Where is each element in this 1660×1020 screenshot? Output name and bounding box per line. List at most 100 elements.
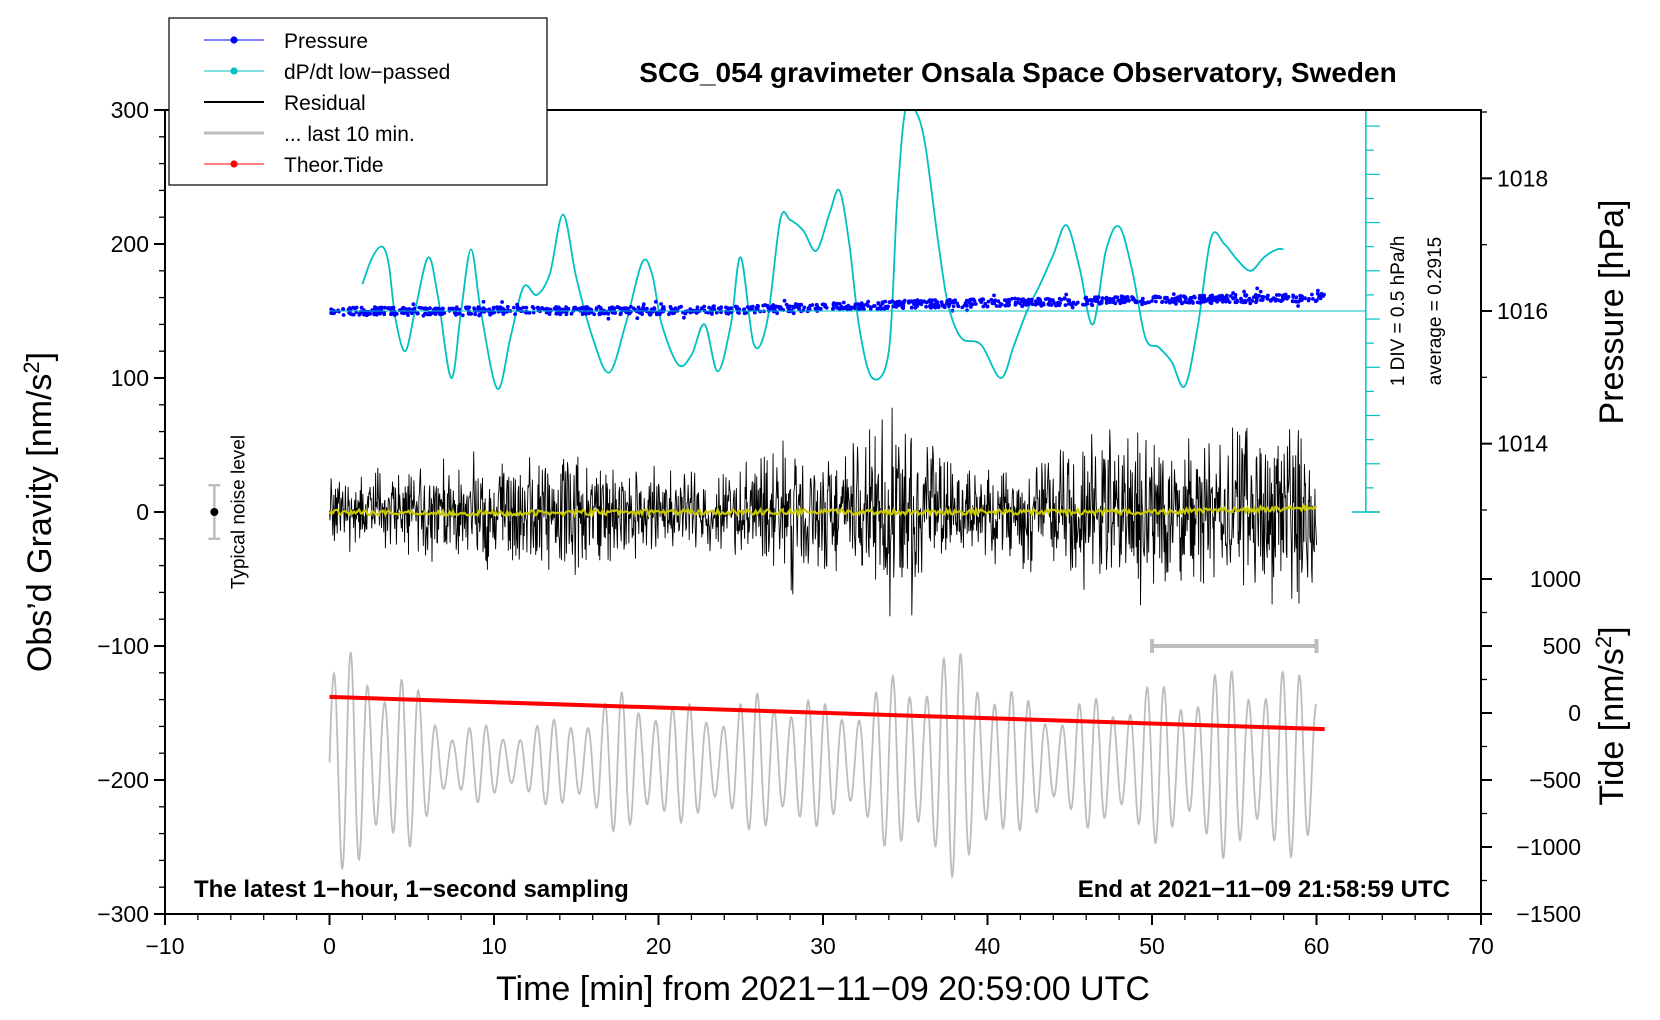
pressure-point bbox=[540, 306, 544, 310]
pressure-point bbox=[626, 306, 630, 311]
pressure-point bbox=[912, 299, 917, 303]
legend-residual-label: Residual bbox=[284, 92, 366, 115]
tide-tick-label: 0 bbox=[1568, 700, 1581, 726]
y-tick-label: −300 bbox=[97, 901, 149, 927]
pressure-point bbox=[1306, 298, 1311, 303]
pressure-point bbox=[714, 310, 719, 315]
pressure-point bbox=[351, 305, 356, 310]
pressure-point bbox=[985, 304, 990, 309]
pressure-point bbox=[872, 304, 877, 308]
pressure-point bbox=[1033, 299, 1038, 304]
x-tick-label: 40 bbox=[975, 933, 1001, 959]
pressure-point bbox=[1235, 298, 1240, 303]
pressure-point bbox=[1125, 295, 1130, 299]
pressure-point bbox=[1160, 300, 1164, 304]
pressure-point bbox=[996, 299, 1001, 304]
legend-tide-label: Theor.Tide bbox=[284, 154, 384, 177]
pressure-point bbox=[733, 304, 738, 309]
pressure-point bbox=[1239, 300, 1244, 304]
x-axis: −10 0 10 20 30 40 50 60 70 bbox=[145, 914, 1494, 959]
pressure-point bbox=[1260, 295, 1265, 299]
pressure-point bbox=[677, 305, 682, 310]
pressure-point bbox=[1171, 292, 1176, 296]
pressure-point bbox=[1013, 296, 1017, 301]
pressure-point bbox=[712, 304, 716, 309]
y-axis-left: −300 −200 −100 0 100 200 300 bbox=[97, 97, 165, 927]
tide-tick-label: −1500 bbox=[1516, 901, 1581, 927]
pressure-point bbox=[505, 305, 510, 309]
pressure-point bbox=[544, 310, 549, 315]
pressure-point bbox=[799, 302, 804, 307]
pressure-point bbox=[947, 304, 951, 308]
pressure-point bbox=[1258, 289, 1263, 294]
last10-bar bbox=[1150, 639, 1319, 653]
pressure-point bbox=[791, 311, 796, 316]
noise-bar: Typical noise level bbox=[208, 435, 249, 589]
x-tick-label: 50 bbox=[1139, 933, 1165, 959]
pressure-point bbox=[564, 312, 569, 317]
pressure-point bbox=[1227, 300, 1232, 304]
pressure-point bbox=[880, 300, 885, 305]
pressure-point bbox=[500, 300, 504, 304]
pressure-point bbox=[1255, 286, 1260, 291]
pressure-point bbox=[635, 316, 640, 321]
pressure-point bbox=[917, 301, 921, 306]
x-tick-label: −10 bbox=[145, 933, 184, 959]
pressure-point bbox=[909, 305, 914, 310]
pressure-point bbox=[935, 300, 940, 304]
pressure-point bbox=[972, 299, 977, 303]
pressure-point bbox=[981, 304, 986, 309]
legend-dpdt-marker bbox=[230, 67, 238, 75]
pressure-point bbox=[843, 306, 848, 310]
pressure-point bbox=[831, 301, 836, 306]
pressure-point bbox=[417, 305, 422, 310]
pressure-point bbox=[1120, 300, 1124, 304]
pressure-point bbox=[469, 311, 474, 316]
pressure-point bbox=[950, 300, 954, 305]
pressure-point bbox=[1140, 296, 1145, 301]
legend: Pressure dP/dt low−passed Residual ... l… bbox=[168, 17, 548, 186]
legend-tide-marker bbox=[230, 160, 238, 168]
pressure-point bbox=[1188, 299, 1193, 303]
pressure-point bbox=[411, 302, 416, 307]
pressure-point bbox=[745, 305, 750, 309]
pressure-point bbox=[421, 313, 426, 318]
pressure-point bbox=[560, 307, 565, 312]
pressure-point bbox=[1016, 297, 1021, 301]
pressure-point bbox=[627, 311, 631, 316]
y-tick-label: 300 bbox=[111, 97, 149, 123]
pressure-point bbox=[521, 305, 526, 310]
pressure-point bbox=[1224, 299, 1228, 304]
x-tick-label: 20 bbox=[646, 933, 672, 959]
pressure-point bbox=[897, 301, 901, 305]
tide-axis: −1500 −1000 −500 0 500 1000 bbox=[1481, 566, 1581, 927]
pressure-point bbox=[454, 305, 459, 310]
pressure-point bbox=[1260, 298, 1265, 302]
pressure-point bbox=[453, 310, 458, 315]
pressure-point bbox=[359, 305, 364, 310]
series-last10-min bbox=[328, 651, 1317, 880]
pressure-point bbox=[1214, 299, 1219, 303]
pressure-point bbox=[668, 304, 673, 309]
pressure-point bbox=[587, 311, 591, 316]
pressure-point bbox=[357, 312, 362, 317]
x-tick-label: 60 bbox=[1304, 933, 1330, 959]
pressure-point bbox=[1197, 296, 1202, 301]
pressure-point bbox=[1041, 302, 1046, 307]
pressure-point bbox=[1211, 295, 1216, 300]
pressure-point bbox=[1254, 298, 1259, 303]
pressure-point bbox=[1199, 300, 1204, 304]
pressure-point bbox=[1022, 302, 1027, 307]
pressure-point bbox=[968, 297, 972, 302]
pressure-point bbox=[786, 304, 791, 309]
pressure-point bbox=[1026, 297, 1031, 302]
pressure-tick-label: 1014 bbox=[1497, 431, 1548, 457]
pressure-point bbox=[1150, 299, 1154, 303]
tide-tick-label: 500 bbox=[1543, 633, 1581, 659]
pressure-point bbox=[945, 299, 950, 303]
pressure-point bbox=[1059, 297, 1064, 302]
pressure-point bbox=[501, 312, 506, 316]
y-tick-label: 200 bbox=[111, 231, 149, 257]
pressure-point bbox=[367, 312, 371, 316]
pressure-point bbox=[423, 306, 428, 311]
